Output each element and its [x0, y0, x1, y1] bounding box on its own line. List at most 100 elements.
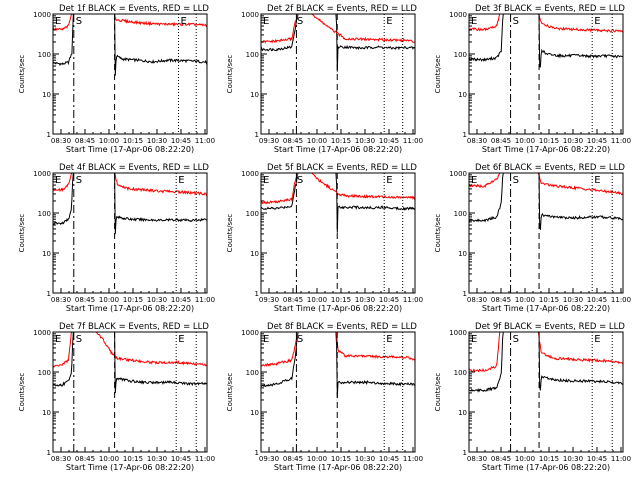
series-group: [53, 332, 207, 394]
series-events: [469, 14, 623, 68]
x-tick-label: 08:45: [491, 296, 511, 304]
plot-frame: [52, 13, 208, 135]
series-lld: [261, 14, 415, 44]
panel-2: Det 2f BLACK = Events, RED = LLD E S E 1 10 10…: [226, 4, 423, 154]
panel-title: Det 2f BLACK = Events, RED = LLD: [267, 4, 417, 14]
marker-label: E: [594, 175, 600, 186]
marker-label: E: [386, 334, 392, 345]
marker-label: S: [76, 16, 82, 27]
y-axis-label: Counts/sec: [434, 55, 442, 94]
x-tick-label: 10:15: [123, 137, 143, 145]
marker-label: E: [55, 16, 61, 27]
x-tick-label: 08:45: [283, 137, 303, 145]
series-lld: [469, 14, 623, 33]
y-tick-label: 1: [47, 449, 51, 457]
series-lld: [469, 332, 623, 373]
y-tick-label: 1000: [33, 170, 51, 178]
plot-frame: [468, 172, 624, 294]
x-axis-label: Start Time (17-Apr-06 08:22:20): [66, 304, 194, 313]
x-tick-label: 08:45: [75, 137, 95, 145]
x-tick-label: 11:00: [195, 137, 215, 145]
y-tick-label: 100: [454, 51, 467, 59]
x-tick-label: 08:45: [491, 455, 511, 463]
plot-frame: [260, 172, 416, 294]
y-tick-label: 1000: [33, 11, 51, 19]
y-tick-label: 1000: [241, 170, 259, 178]
marker-label: S: [513, 16, 519, 27]
x-tick-label: 11:00: [611, 296, 631, 304]
series-events: [469, 332, 623, 393]
x-tick-label: 10:30: [563, 137, 583, 145]
panel-title: Det 7f BLACK = Events, RED = LLD: [59, 322, 209, 332]
marker-label: E: [471, 334, 477, 345]
x-tick-label: 10:45: [171, 137, 191, 145]
series-group: [261, 173, 415, 233]
y-tick-label: 10: [42, 409, 51, 417]
x-tick-label: 10:00: [99, 137, 119, 145]
x-tick-label: 10:00: [515, 137, 535, 145]
x-tick-label: 10:30: [147, 296, 167, 304]
x-tick-label: 09:30: [259, 455, 279, 463]
y-tick-label: 1: [463, 131, 467, 139]
y-tick-label: 1: [463, 449, 467, 457]
x-axis-label: Start Time (17-Apr-06 08:22:20): [274, 463, 402, 472]
series-group: [261, 14, 415, 72]
panel-title: Det 3f BLACK = Events, RED = LLD: [475, 4, 625, 14]
x-tick-label: 10:00: [307, 296, 327, 304]
y-tick-label: 100: [246, 210, 259, 218]
marker-label: E: [55, 175, 61, 186]
y-tick-label: 1000: [241, 329, 259, 337]
plot-frame: [468, 331, 624, 453]
marker-label: E: [181, 16, 187, 27]
plot-frame: [52, 172, 208, 294]
marker-label: E: [386, 175, 392, 186]
series-lld: [261, 173, 415, 205]
series-group: [469, 332, 623, 393]
x-tick-label: 08:45: [491, 137, 511, 145]
y-tick-label: 10: [458, 91, 467, 99]
x-axis-label: Start Time (17-Apr-06 08:22:20): [66, 145, 194, 154]
x-tick-label: 10:30: [147, 137, 167, 145]
series-group: [53, 173, 207, 235]
panel-1: Det 1f BLACK = Events, RED = LLD E S E 1 10 10…: [18, 4, 215, 154]
x-tick-label: 10:00: [99, 296, 119, 304]
x-tick-label: 10:15: [331, 296, 351, 304]
panel-3: Det 3f BLACK = Events, RED = LLD E S E 1 10 10…: [434, 4, 631, 154]
panel-7: Det 7f BLACK = Events, RED = LLD E S E 1 10 10…: [18, 322, 215, 472]
x-tick-label: 08:45: [75, 296, 95, 304]
x-tick-label: 11:00: [403, 296, 423, 304]
x-tick-label: 11:00: [195, 296, 215, 304]
x-tick-label: 10:30: [563, 296, 583, 304]
x-tick-label: 10:15: [123, 296, 143, 304]
x-tick-label: 08:30: [51, 296, 71, 304]
marker-label: S: [76, 334, 82, 345]
panel-5: Det 5f BLACK = Events, RED = LLD E S E 1 10 10…: [226, 163, 423, 313]
marker-label: E: [178, 175, 184, 186]
series-events: [261, 14, 415, 72]
x-tick-label: 10:15: [539, 137, 559, 145]
x-tick-label: 11:00: [403, 455, 423, 463]
series-group: [469, 14, 623, 68]
x-axis-label: Start Time (17-Apr-06 08:22:20): [66, 463, 194, 472]
series-events: [261, 332, 415, 398]
panel-title: Det 9f BLACK = Events, RED = LLD: [475, 322, 625, 332]
x-tick-label: 10:00: [515, 455, 535, 463]
series-lld: [53, 332, 207, 368]
panel-title: Det 1f BLACK = Events, RED = LLD: [59, 4, 209, 14]
x-tick-label: 10:30: [147, 455, 167, 463]
y-tick-label: 10: [250, 91, 259, 99]
y-axis-label: Counts/sec: [226, 373, 234, 412]
x-tick-label: 10:00: [99, 455, 119, 463]
x-tick-label: 11:00: [195, 455, 215, 463]
y-tick-label: 100: [246, 369, 259, 377]
plot-frame: [260, 331, 416, 453]
y-tick-label: 1: [255, 131, 259, 139]
x-tick-label: 10:30: [355, 455, 375, 463]
x-axis-label: Start Time (17-Apr-06 08:22:20): [482, 463, 610, 472]
y-axis-label: Counts/sec: [18, 55, 26, 94]
x-tick-label: 10:45: [379, 137, 399, 145]
panel-title: Det 8f BLACK = Events, RED = LLD: [267, 322, 417, 332]
plot-frame: [260, 13, 416, 135]
panel-4: Det 4f BLACK = Events, RED = LLD E S E 1 10 10…: [18, 163, 215, 313]
marker-label: E: [55, 334, 61, 345]
